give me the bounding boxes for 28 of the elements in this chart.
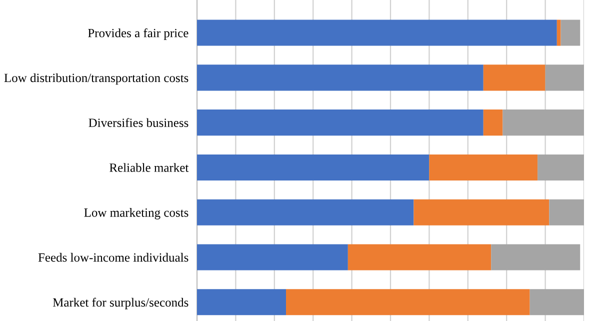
bar [197,110,484,136]
bar [348,244,492,270]
bar [545,64,584,91]
y-tick-label: Provides a fair price [88,28,188,40]
y-tick-label: Low marketing costs [84,208,188,220]
bar [560,20,580,46]
bar [197,20,557,46]
bar [502,110,584,136]
bar [556,20,561,46]
bar [483,110,503,136]
bar [286,289,530,316]
bar [197,64,484,91]
bar [483,64,546,91]
bar [491,244,580,270]
bar [197,244,348,270]
bar [197,154,430,180]
bar [197,289,286,316]
y-tick-label: Market for surplus/seconds [52,298,188,310]
bar [530,289,584,316]
y-tick-label: Feeds low-income individuals [38,252,188,262]
bar [197,199,414,226]
bar [429,154,538,180]
y-tick-label: Diversifies business [88,118,188,128]
y-tick-label: Low distribution/transportation costs [4,73,188,85]
y-tick-label: Reliable market [110,163,189,172]
bar [538,154,584,180]
bar [414,199,550,226]
bar [549,199,584,226]
